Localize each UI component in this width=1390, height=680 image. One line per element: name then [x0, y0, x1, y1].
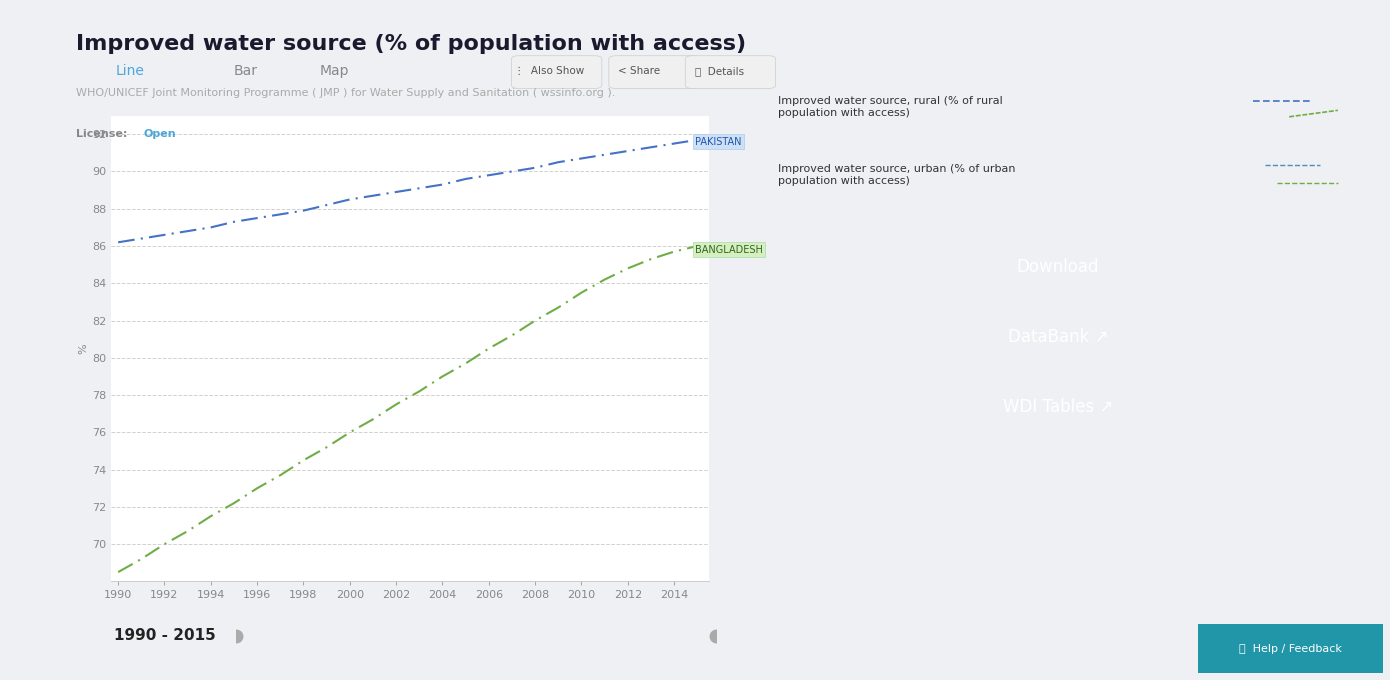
Text: ⋮  Also Show: ⋮ Also Show	[514, 67, 584, 76]
Text: BANGLADESH: BANGLADESH	[695, 245, 763, 255]
Text: 1990 - 2015: 1990 - 2015	[114, 628, 215, 643]
Text: 🎧  Help / Feedback: 🎧 Help / Feedback	[1238, 644, 1343, 653]
Text: Map: Map	[320, 65, 349, 78]
Text: Improved water source, rural (% of rural
population with access): Improved water source, rural (% of rural…	[778, 97, 1002, 118]
Text: Line: Line	[115, 65, 145, 78]
Text: Improved water source, urban (% of urban
population with access): Improved water source, urban (% of urban…	[778, 165, 1015, 186]
Text: ⓘ  Details: ⓘ Details	[695, 67, 745, 76]
Text: Improved water source (% of population with access): Improved water source (% of population w…	[76, 34, 746, 54]
Text: Open: Open	[143, 129, 175, 139]
Text: Download: Download	[1016, 258, 1099, 276]
Y-axis label: %: %	[78, 343, 88, 354]
Text: < Share: < Share	[619, 67, 660, 76]
Text: DataBank ↗: DataBank ↗	[1008, 328, 1108, 346]
Text: WDI Tables ↗: WDI Tables ↗	[1002, 398, 1113, 416]
Text: WHO/UNICEF Joint Monitoring Programme ( JMP ) for Water Supply and Sanitation ( : WHO/UNICEF Joint Monitoring Programme ( …	[76, 88, 616, 99]
Text: License:: License:	[76, 129, 132, 139]
Text: Bar: Bar	[234, 65, 257, 78]
Text: PAKISTAN: PAKISTAN	[695, 137, 741, 147]
